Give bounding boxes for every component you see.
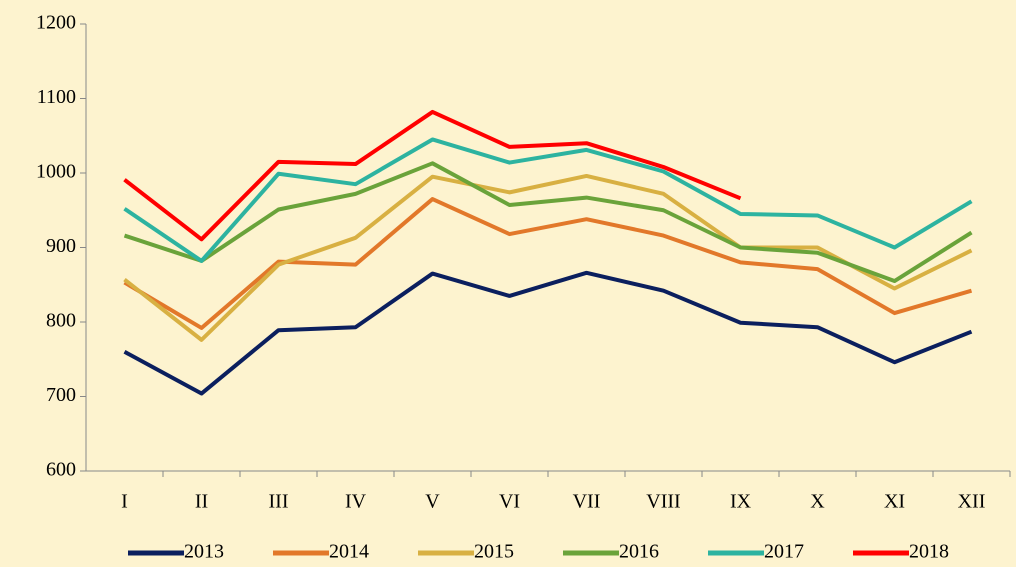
- x-tick-label: VI: [499, 491, 520, 513]
- y-tick-label: 900: [46, 235, 76, 257]
- legend-label: 2015: [474, 541, 514, 563]
- line: [123, 173, 973, 342]
- x-tick-label: IX: [730, 491, 752, 513]
- y-tick-label: 1200: [36, 12, 76, 34]
- line: [123, 109, 742, 242]
- legend-label: 2017: [764, 541, 804, 563]
- legend-label: 2014: [329, 541, 369, 563]
- legend-label: 2018: [909, 541, 949, 563]
- x-tick-label: III: [269, 491, 289, 513]
- line: [123, 137, 973, 263]
- x-tick-label: I: [121, 491, 128, 513]
- legend-label: 2016: [619, 541, 659, 563]
- x-tick-label: II: [195, 491, 208, 513]
- x-tick-label: XI: [884, 491, 905, 513]
- line: [123, 161, 973, 284]
- y-tick-label: 600: [46, 459, 76, 481]
- x-tick-label: XII: [958, 491, 986, 513]
- legend-label: 2013: [184, 541, 224, 563]
- x-tick-label: IV: [345, 491, 367, 513]
- line: [123, 270, 973, 396]
- x-tick-label: X: [810, 491, 825, 513]
- x-tick-label: VII: [573, 491, 601, 513]
- x-tick-label: VIII: [646, 491, 680, 513]
- y-tick-label: 1100: [37, 86, 76, 108]
- x-tick-label: V: [425, 491, 440, 513]
- y-tick-label: 800: [46, 310, 76, 332]
- y-tick-label: 1000: [36, 161, 76, 183]
- y-tick-label: 700: [46, 384, 76, 406]
- line: [123, 197, 973, 330]
